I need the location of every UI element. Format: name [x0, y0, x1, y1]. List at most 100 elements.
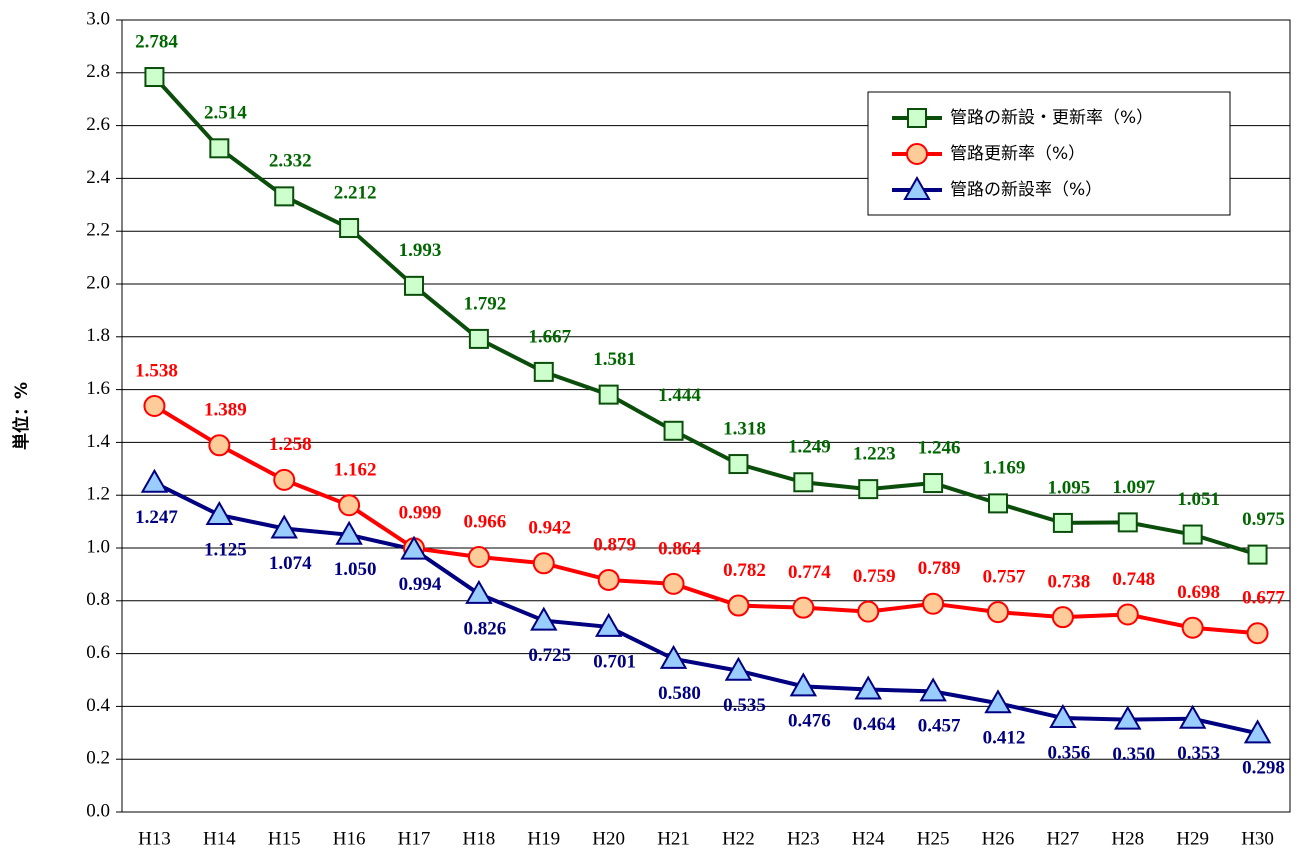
data-point	[857, 600, 880, 623]
data-label: 1.258	[269, 434, 312, 455]
data-point	[594, 612, 623, 637]
data-point	[792, 596, 815, 619]
data-label: 0.942	[528, 518, 571, 539]
data-label: 1.581	[593, 349, 636, 370]
data-label: 0.738	[1048, 572, 1091, 593]
data-label: 0.789	[918, 558, 961, 579]
data-point	[144, 67, 165, 88]
data-label: 0.826	[464, 618, 507, 639]
data-point	[662, 572, 685, 595]
data-label: 0.975	[1242, 509, 1285, 530]
data-point	[1049, 704, 1077, 729]
y-tick-label: 0.6	[86, 642, 110, 663]
data-label: 0.353	[1177, 743, 1220, 764]
data-point	[465, 579, 493, 604]
data-label: 0.864	[658, 538, 701, 559]
data-point	[1051, 606, 1074, 629]
data-label: 0.580	[658, 683, 701, 704]
data-point	[923, 473, 944, 494]
data-label: 1.249	[788, 437, 831, 458]
y-tick-label: 3.0	[86, 8, 110, 29]
data-point	[793, 472, 814, 493]
data-label: 0.677	[1242, 588, 1285, 609]
data-point	[273, 468, 296, 491]
data-label: 0.999	[399, 503, 442, 524]
data-label: 1.051	[1177, 489, 1220, 510]
data-label: 1.050	[334, 559, 377, 580]
data-label: 0.457	[918, 716, 961, 737]
legend-label: 管路の新設率（%）	[950, 180, 1102, 200]
data-label: 0.535	[723, 695, 766, 716]
data-point	[532, 552, 555, 575]
data-point	[659, 644, 688, 669]
data-label: 1.667	[528, 326, 571, 347]
data-label: 1.095	[1048, 477, 1091, 498]
data-label: 1.125	[204, 539, 247, 560]
x-tick-label: H20	[592, 828, 625, 849]
y-tick-label: 0.8	[86, 589, 110, 610]
data-label: 2.332	[269, 151, 312, 172]
y-tick-label: 2.2	[86, 220, 110, 241]
legend-marker	[906, 143, 928, 165]
y-tick-label: 2.6	[86, 114, 110, 135]
data-label: 2.784	[135, 31, 178, 52]
data-point	[205, 500, 234, 525]
data-label: 0.464	[853, 714, 896, 735]
data-point	[1117, 512, 1138, 533]
x-tick-label: H26	[982, 828, 1015, 849]
series-line	[152, 75, 1259, 557]
data-point	[209, 138, 230, 159]
data-point	[597, 568, 620, 591]
y-tick-label: 0.2	[86, 748, 110, 769]
data-label: 0.298	[1242, 758, 1285, 779]
data-point	[1052, 512, 1073, 533]
data-point	[1182, 524, 1203, 545]
data-point	[724, 656, 753, 681]
data-point	[988, 493, 1008, 514]
data-label: 2.212	[334, 182, 377, 203]
data-point	[270, 514, 298, 539]
data-point	[727, 594, 750, 617]
data-label: 0.774	[788, 562, 831, 583]
x-tick-label: H14	[203, 828, 236, 849]
data-point	[728, 454, 749, 475]
data-label: 1.538	[135, 360, 178, 381]
data-label: 1.444	[658, 385, 701, 406]
y-axis-label: 単位：%	[11, 382, 32, 450]
x-tick-label: H29	[1176, 828, 1209, 849]
x-tick-label: H21	[657, 828, 690, 849]
data-point	[1114, 705, 1142, 730]
data-label: 1.318	[723, 418, 766, 439]
data-point	[404, 275, 424, 296]
x-tick-label: H16	[333, 828, 366, 849]
data-label: 0.701	[593, 651, 636, 672]
data-point	[1116, 603, 1139, 626]
data-label: 0.476	[788, 711, 831, 732]
x-tick-label: H19	[527, 828, 560, 849]
data-label: 1.247	[135, 507, 178, 528]
y-tick-label: 1.8	[86, 325, 110, 346]
data-point	[984, 689, 1012, 714]
x-tick-label: H28	[1111, 828, 1144, 849]
data-label: 1.993	[399, 240, 442, 261]
data-label: 0.994	[399, 574, 442, 595]
data-label: 1.074	[269, 553, 312, 574]
y-tick-label: 2.0	[86, 272, 110, 293]
data-label: 0.757	[983, 567, 1026, 588]
data-label: 1.389	[204, 400, 247, 421]
data-label: 0.356	[1048, 742, 1091, 763]
data-point	[468, 328, 489, 349]
data-point	[1178, 704, 1207, 729]
data-point	[143, 394, 166, 417]
legend-marker	[907, 108, 927, 128]
data-label: 1.246	[918, 437, 961, 458]
data-point	[339, 218, 360, 239]
x-tick-label: H27	[1047, 828, 1080, 849]
data-label: 1.223	[853, 443, 896, 464]
x-tick-label: H22	[722, 828, 755, 849]
data-point	[274, 186, 295, 207]
legend-label: 管路の新設・更新率（%）	[950, 108, 1153, 128]
data-label: 0.698	[1177, 582, 1220, 603]
data-label: 0.350	[1112, 744, 1155, 765]
